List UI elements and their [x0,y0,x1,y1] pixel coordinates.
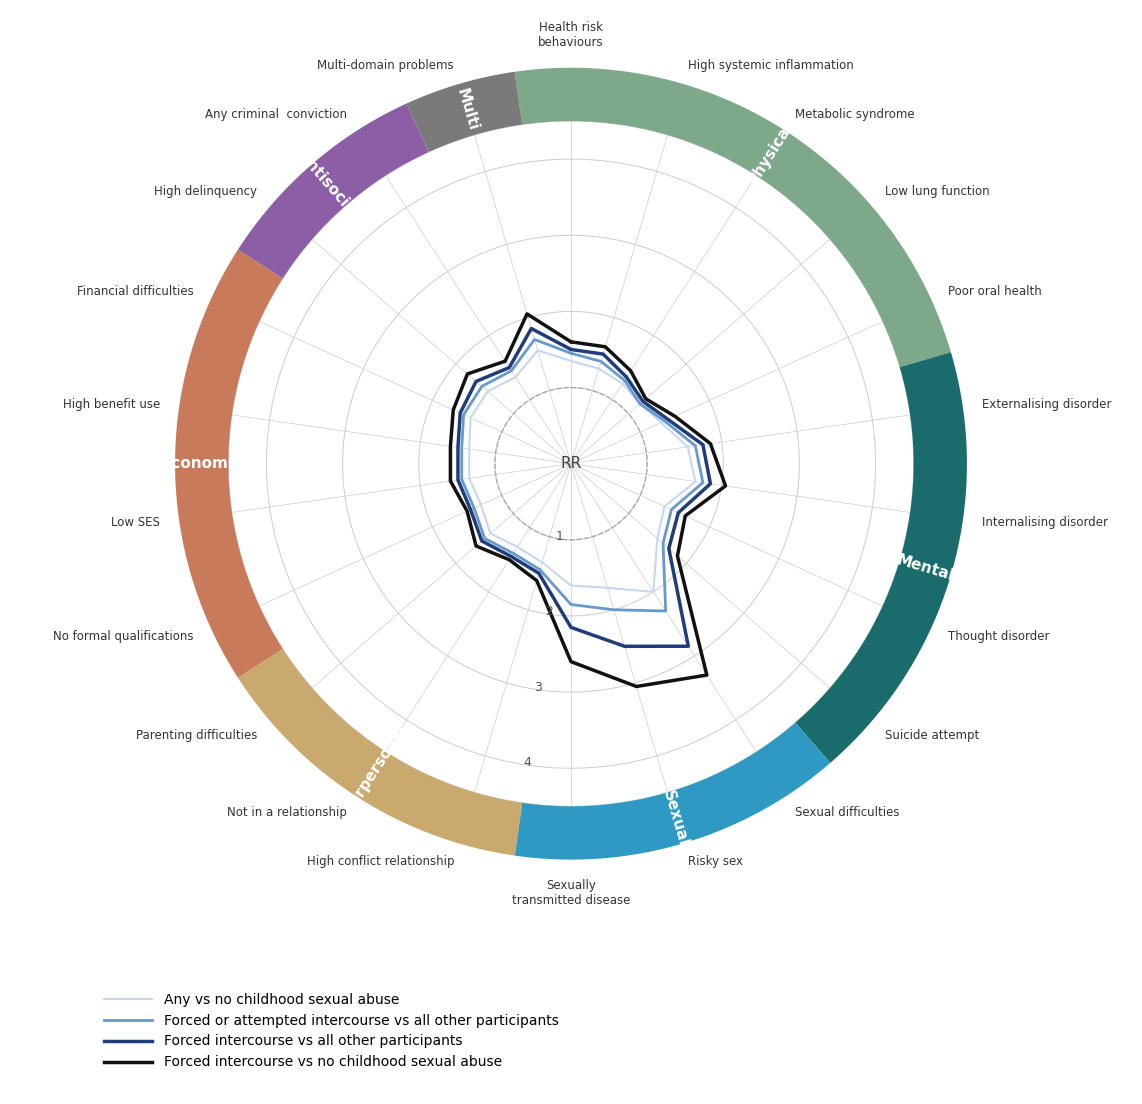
Text: Suicide attempt: Suicide attempt [885,729,979,742]
Text: Externalising disorder: Externalising disorder [982,399,1111,411]
Text: Risky sex: Risky sex [687,856,743,869]
Text: Any criminal  conviction: Any criminal conviction [204,108,347,121]
Text: Economic: Economic [161,456,242,471]
Text: No formal qualifications: No formal qualifications [53,629,193,643]
Text: 3: 3 [534,680,542,693]
Text: Mental: Mental [895,552,956,583]
Text: Multi: Multi [453,86,481,132]
Text: High delinquency: High delinquency [154,185,257,199]
Polygon shape [795,352,967,763]
Text: Sexually
transmitted disease: Sexually transmitted disease [512,879,630,906]
Text: Financial difficulties: Financial difficulties [77,285,193,298]
Legend: Any vs no childhood sexual abuse, Forced or attempted intercourse vs all other p: Any vs no childhood sexual abuse, Forced… [98,987,564,1075]
Text: Multi-domain problems: Multi-domain problems [317,59,455,72]
Polygon shape [238,649,522,856]
Polygon shape [515,67,951,368]
Text: Antisocial: Antisocial [296,148,362,221]
Text: Poor oral health: Poor oral health [949,285,1043,298]
Text: Health risk
behaviours: Health risk behaviours [538,21,604,49]
Text: High benefit use: High benefit use [63,399,160,411]
Text: Sexual: Sexual [660,788,691,848]
Polygon shape [175,250,283,678]
Text: Thought disorder: Thought disorder [949,629,1049,643]
Polygon shape [238,104,428,278]
Text: 2: 2 [545,605,553,618]
Text: Interpersonal: Interpersonal [333,721,409,827]
Text: Metabolic syndrome: Metabolic syndrome [795,108,915,121]
Text: Parenting difficulties: Parenting difficulties [136,729,257,742]
Polygon shape [407,72,522,152]
Text: Low SES: Low SES [112,517,160,529]
Text: Not in a relationship: Not in a relationship [227,806,347,819]
Polygon shape [515,723,830,860]
Text: Physical: Physical [746,119,796,187]
Text: Sexual difficulties: Sexual difficulties [795,806,900,819]
Text: Low lung function: Low lung function [885,185,989,199]
Text: Internalising disorder: Internalising disorder [982,517,1108,529]
Text: 1: 1 [556,530,563,543]
Text: 4: 4 [523,756,531,768]
Text: RR: RR [561,456,581,471]
Text: High conflict relationship: High conflict relationship [306,856,455,869]
Text: High systemic inflammation: High systemic inflammation [687,59,854,72]
